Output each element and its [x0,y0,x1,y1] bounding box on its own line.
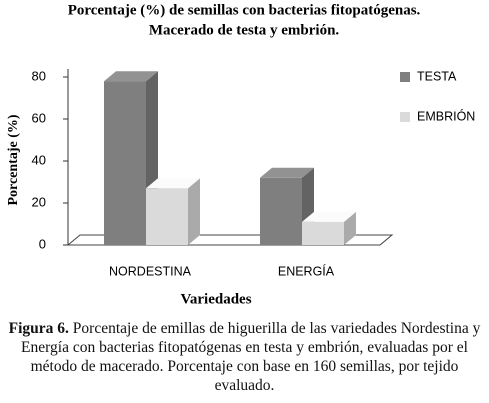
bar-top [104,71,158,82]
caption-label: Figura 6. [8,320,69,337]
bar-top [302,211,356,222]
legend-label: EMBRIÓN [417,108,475,123]
bar [146,188,188,245]
bar [104,81,146,245]
y-tick-label: 0 [39,236,46,251]
caption-text: Porcentaje de emillas de higuerilla de l… [21,320,481,394]
y-axis-label: Porcentaje (%) [6,114,21,205]
bar [302,221,344,245]
caption: Figura 6. Porcentaje de emillas de higue… [0,319,489,395]
legend-label: TESTA [417,69,457,83]
bar [260,177,302,245]
chart-title: Porcentaje (%) de semillas con bacterias… [68,2,421,18]
legend-swatch [400,72,410,82]
bar-top [260,167,314,178]
bar-side [188,178,200,245]
y-tick-label: 60 [32,110,46,125]
bar-side [344,211,356,245]
legend-swatch [400,112,410,122]
chart: Porcentaje (%) de semillas con bacterias… [6,2,475,307]
x-tick-label: NORDESTINA [109,264,192,278]
y-tick-label: 20 [32,194,46,209]
x-axis-label: Variedades [180,291,251,307]
x-tick-label: ENERGÍA [278,263,335,278]
bar-top [146,178,200,189]
y-tick-label: 80 [32,68,46,83]
chart-title: Macerado de testa y embrión. [149,22,340,38]
y-tick-label: 40 [32,152,46,167]
